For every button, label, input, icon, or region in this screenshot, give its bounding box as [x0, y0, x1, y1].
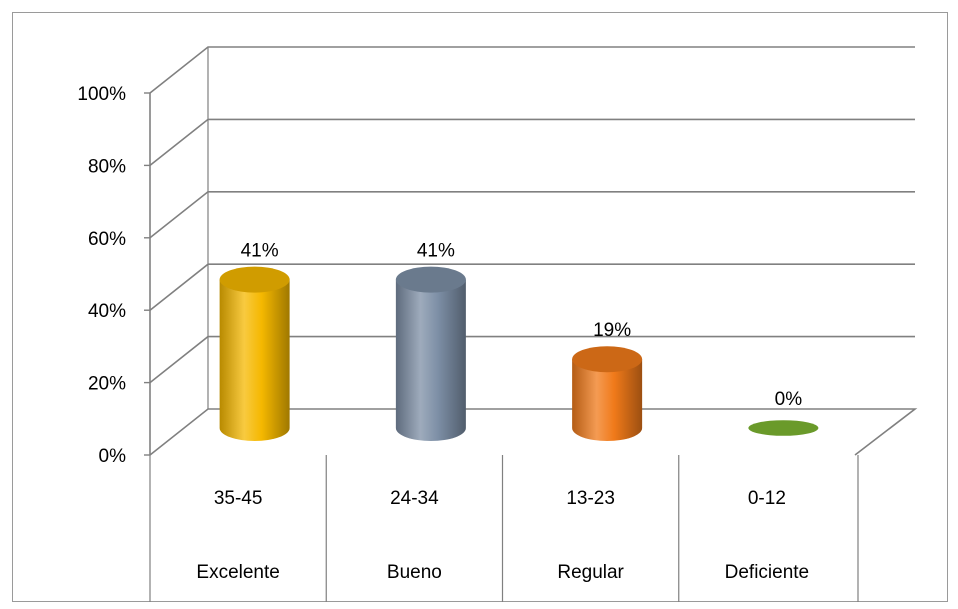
- bar-excelente: [219, 266, 290, 441]
- bar-top: [219, 266, 290, 293]
- y-tick-label: 0%: [99, 446, 127, 467]
- bar-body: [395, 279, 466, 441]
- category-range: 24-34: [390, 488, 439, 509]
- chart-frame: [12, 12, 948, 602]
- category-range: 0-12: [748, 488, 786, 509]
- bar-bueno: [395, 266, 466, 441]
- y-tick-label: 40%: [88, 301, 126, 322]
- bar-top: [748, 420, 819, 436]
- gridline-4: [149, 118, 915, 167]
- gridline-3: [149, 191, 915, 239]
- category-table: 35-45 Excelente 24-34 Bueno 13-23 Regular 0-12…: [149, 455, 859, 602]
- y-tick-label: 100%: [77, 84, 126, 105]
- gridline-5: [149, 46, 915, 94]
- data-labels: 41% 41% 19% 0%: [241, 241, 803, 410]
- data-label: 41%: [417, 241, 455, 262]
- category-label: Bueno: [387, 562, 442, 583]
- bar-body: [572, 359, 643, 441]
- bar-top: [572, 346, 643, 373]
- category-range: 13-23: [566, 488, 615, 509]
- data-label: 19%: [593, 320, 631, 341]
- bar-top: [395, 266, 466, 293]
- chart-walls: [149, 47, 918, 456]
- data-label: 0%: [775, 389, 803, 410]
- gridlines: [149, 46, 915, 384]
- y-tick-label: 20%: [88, 374, 126, 395]
- gridline-2: [149, 263, 915, 311]
- category-label: Regular: [557, 562, 624, 583]
- y-tick-label: 60%: [88, 229, 126, 250]
- y-tick-label: 80%: [88, 156, 126, 177]
- gridline-1: [149, 335, 915, 384]
- data-label: 41%: [241, 241, 279, 262]
- bar-body: [219, 279, 290, 441]
- bar-deficiente: [748, 420, 819, 436]
- bars: [219, 266, 819, 441]
- y-axis-ticks: 0% 20% 40% 60% 80% 100%: [77, 84, 150, 467]
- bar-regular: [572, 346, 643, 441]
- category-label: Excelente: [196, 562, 279, 583]
- category-label: Deficiente: [725, 562, 810, 583]
- category-range: 35-45: [214, 488, 263, 509]
- floor-outline: [149, 408, 918, 456]
